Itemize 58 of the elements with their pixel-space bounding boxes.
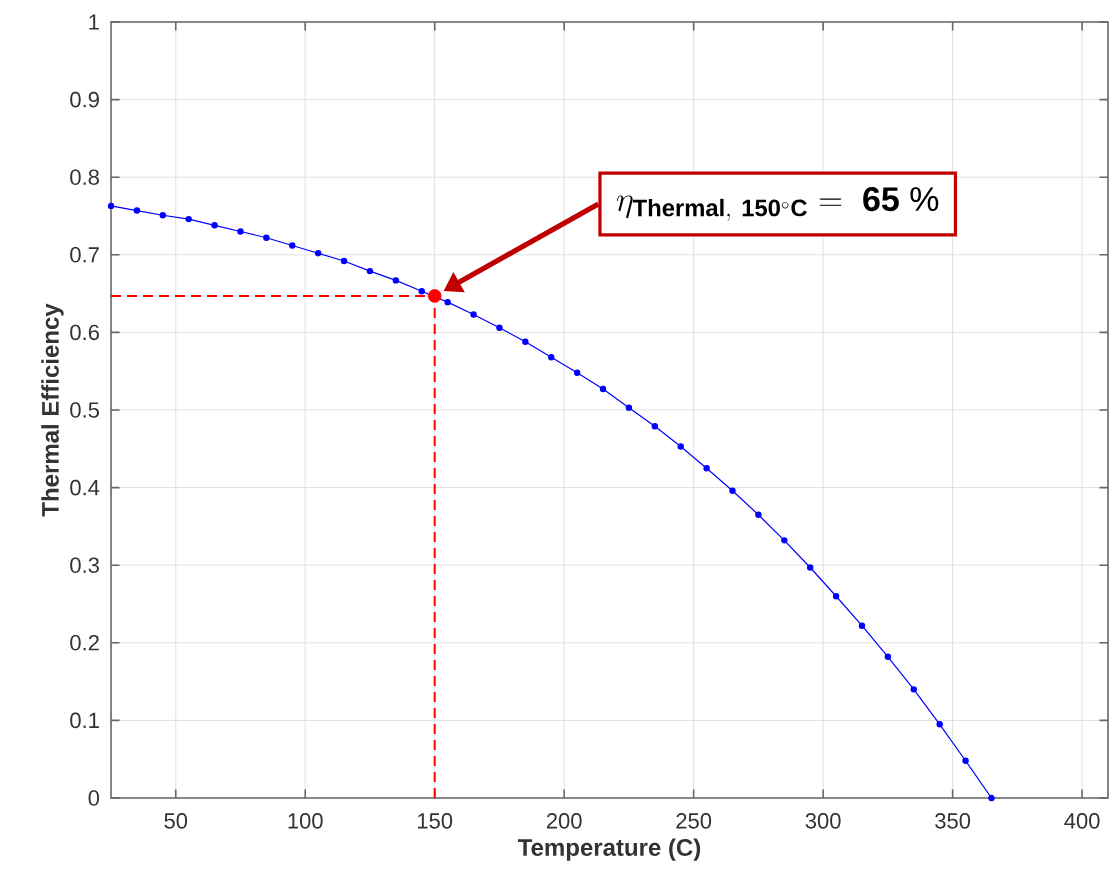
point xyxy=(470,311,477,318)
y-tick-label: 1 xyxy=(89,14,99,30)
point xyxy=(418,288,425,295)
point xyxy=(289,242,296,249)
point xyxy=(185,215,192,223)
point xyxy=(392,277,400,284)
point xyxy=(962,757,969,764)
point xyxy=(988,794,995,802)
point xyxy=(858,622,866,629)
x-tick-label: 50 xyxy=(164,813,188,829)
point xyxy=(237,228,244,235)
y-tick-label: 0.2 xyxy=(70,635,99,651)
y-tick-label: 0.7 xyxy=(70,247,99,263)
y-tick-label: 0 xyxy=(88,790,100,806)
x-tick-label: 200 xyxy=(546,813,582,829)
point xyxy=(444,298,451,306)
point xyxy=(807,564,814,571)
x-tick-label: 300 xyxy=(805,813,841,829)
point xyxy=(703,464,710,472)
point xyxy=(496,324,503,331)
point xyxy=(910,686,917,693)
y-tick-label: 0.3 xyxy=(70,557,99,573)
point xyxy=(651,423,659,430)
point xyxy=(884,653,892,660)
y-tick-label: 0.5 xyxy=(70,402,99,418)
point xyxy=(832,593,840,600)
point xyxy=(427,289,442,303)
point xyxy=(573,369,581,376)
y-tick-label: 0.1 xyxy=(70,712,99,729)
point xyxy=(366,267,374,275)
point xyxy=(755,511,762,518)
point xyxy=(263,234,270,241)
x-axis-title: Temperature (C) xyxy=(517,838,701,861)
point xyxy=(340,257,348,265)
point xyxy=(211,222,218,229)
point xyxy=(936,721,943,728)
x-tick-label: 350 xyxy=(935,813,971,829)
point xyxy=(522,338,529,345)
point xyxy=(159,212,166,219)
point xyxy=(107,202,115,210)
x-tick-label: 250 xyxy=(676,813,712,829)
point xyxy=(599,385,607,393)
y-tick-label: 0.9 xyxy=(70,91,99,108)
y-tick-label: 0.4 xyxy=(70,479,100,496)
x-tick-label: 100 xyxy=(288,813,323,829)
point xyxy=(729,487,736,494)
x-tick-label: 150 xyxy=(418,813,453,829)
point xyxy=(781,537,788,544)
point xyxy=(133,207,141,214)
y-tick-label: 0.6 xyxy=(70,324,99,341)
point xyxy=(677,443,684,450)
point xyxy=(314,250,322,257)
x-tick-label: 400 xyxy=(1064,813,1100,829)
annotation: $\eta_{\mathbf{Thermal,\ 150^{\circ}C}}\ \mathbf{=\ 65\ \%}$ xyxy=(616,187,939,221)
y-axis-title: Thermal Efficiency xyxy=(41,303,64,517)
point xyxy=(548,354,555,361)
point xyxy=(625,404,633,411)
y-tick-label: 0.8 xyxy=(70,169,99,185)
